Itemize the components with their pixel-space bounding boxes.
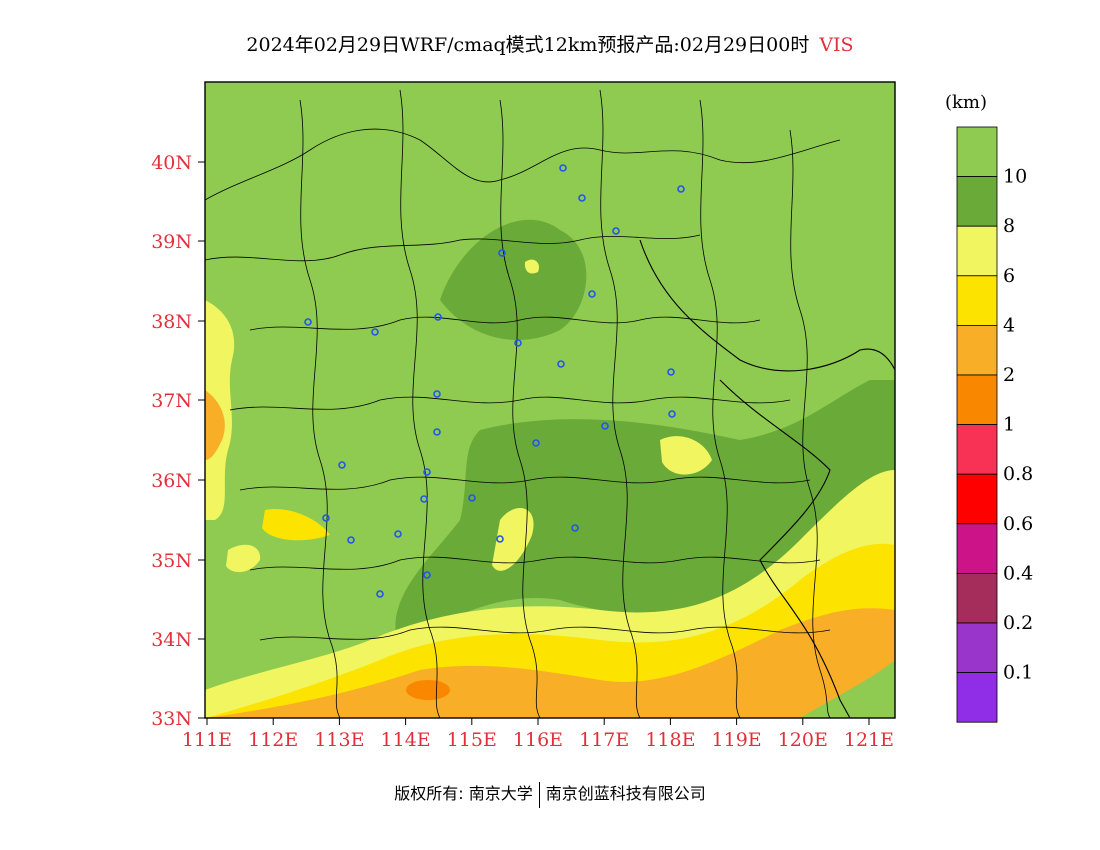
- legend-swatch: [956, 176, 998, 227]
- legend-label: 1: [1003, 414, 1015, 436]
- map-title: 2024年02月29日WRF/cmaq模式12km预报产品:02月29日00时 V…: [0, 30, 1100, 57]
- lon-tick-label: 115E: [447, 729, 497, 751]
- field-deep-orange-spot: [406, 680, 450, 700]
- legend-swatch: [956, 126, 998, 177]
- city-marker: [376, 590, 384, 598]
- legend-label: 10: [1003, 166, 1027, 188]
- copyright-text: 版权所有: 南京大学: [394, 784, 533, 803]
- color-legend: (km) 10 8 6 4 2 1 0.8 0.6 0.4 0.2 0.1: [945, 92, 1033, 723]
- lon-tick-label: 119E: [712, 729, 762, 751]
- lat-tick-label: 34N: [151, 629, 192, 651]
- lon-axis: 111E 112E 113E 114E 115E 116E 117E 118E 119E 120E…: [182, 718, 894, 751]
- field-west-orange: [205, 390, 225, 460]
- city-marker: [588, 290, 596, 298]
- legend-swatch: [956, 523, 998, 574]
- city-marker: [433, 390, 441, 398]
- legend-label: 4: [1003, 314, 1015, 336]
- city-marker: [498, 249, 506, 257]
- legend-label: 0.1: [1003, 662, 1033, 684]
- lon-tick-label: 120E: [778, 729, 828, 751]
- city-marker: [667, 368, 675, 376]
- legend-swatch: [956, 573, 998, 624]
- city-marker: [423, 468, 431, 476]
- legend-label: 2: [1003, 364, 1015, 386]
- legend-label: 0.6: [1003, 513, 1033, 535]
- lat-tick-label: 37N: [151, 390, 192, 412]
- city-marker: [322, 514, 330, 522]
- legend-label: 0.4: [1003, 562, 1033, 584]
- field-west-yellow-2: [262, 509, 330, 541]
- field-west-yellow-3: [226, 544, 261, 573]
- city-marker: [496, 535, 504, 543]
- legend-swatch: [956, 275, 998, 326]
- city-marker: [601, 422, 609, 430]
- city-markers: [304, 164, 685, 598]
- city-marker: [557, 360, 565, 368]
- city-marker: [434, 313, 442, 321]
- company-text: 南京创蓝科技有限公司: [545, 784, 706, 803]
- legend-unit: (km): [945, 92, 987, 113]
- lat-tick-label: 36N: [151, 470, 192, 492]
- legend-label: 8: [1003, 215, 1015, 237]
- city-marker: [668, 410, 676, 418]
- city-marker: [578, 194, 586, 202]
- lat-tick-label: 40N: [151, 152, 192, 174]
- title-main: 2024年02月29日WRF/cmaq模式12km预报产品:02月29日00时: [246, 34, 810, 56]
- lon-tick-label: 118E: [645, 729, 695, 751]
- field-orange-band: [205, 608, 895, 718]
- footer-separator: [538, 781, 540, 808]
- city-marker: [677, 185, 685, 193]
- city-marker: [347, 536, 355, 544]
- legend-label: 6: [1003, 265, 1015, 287]
- city-marker: [304, 318, 312, 326]
- coastline: [639, 239, 895, 718]
- lon-tick-label: 113E: [314, 729, 364, 751]
- city-marker: [394, 530, 402, 538]
- legend-swatch: [956, 225, 998, 277]
- legend-label: 0.2: [1003, 612, 1033, 634]
- field-north-yellow: [524, 259, 539, 274]
- legend-swatch: [956, 622, 998, 673]
- field-central-yellow: [492, 508, 534, 571]
- legend-swatch: [956, 672, 998, 723]
- lon-tick-label: 117E: [579, 729, 629, 751]
- city-marker: [433, 428, 441, 436]
- city-marker: [571, 524, 579, 532]
- legend-swatch: [956, 324, 998, 376]
- city-marker: [559, 164, 567, 172]
- city-marker: [532, 439, 540, 447]
- city-marker: [612, 227, 620, 235]
- footer: 版权所有: 南京大学 南京创蓝科技有限公司: [0, 780, 1100, 808]
- province-boundaries: [205, 89, 841, 718]
- city-marker: [423, 571, 431, 579]
- legend-swatch: [956, 374, 998, 425]
- field-green-corner: [800, 660, 895, 718]
- lat-tick-label: 35N: [151, 550, 192, 572]
- lon-tick-label: 116E: [513, 729, 563, 751]
- lon-tick-label: 111E: [182, 729, 232, 751]
- title-variable: VIS: [819, 34, 854, 56]
- legend-swatch: [956, 473, 998, 525]
- city-marker: [468, 494, 476, 502]
- legend-label: 0.8: [1003, 463, 1033, 485]
- lat-axis: 40N 39N 38N 37N 36N 35N 34N 33N: [151, 152, 205, 730]
- city-marker: [514, 339, 522, 347]
- map-field: [205, 82, 895, 718]
- lat-tick-label: 38N: [151, 311, 192, 333]
- lat-tick-label: 39N: [151, 231, 192, 253]
- city-marker: [420, 495, 428, 503]
- lon-tick-label: 112E: [248, 729, 298, 751]
- city-marker: [371, 328, 379, 336]
- lon-tick-label: 114E: [381, 729, 431, 751]
- city-marker: [338, 461, 346, 469]
- field-dark-north: [440, 219, 587, 340]
- field-east-yellow: [660, 436, 712, 475]
- lon-tick-label: 121E: [844, 729, 894, 751]
- lat-tick-label: 33N: [151, 708, 192, 730]
- legend-swatch: [956, 424, 998, 475]
